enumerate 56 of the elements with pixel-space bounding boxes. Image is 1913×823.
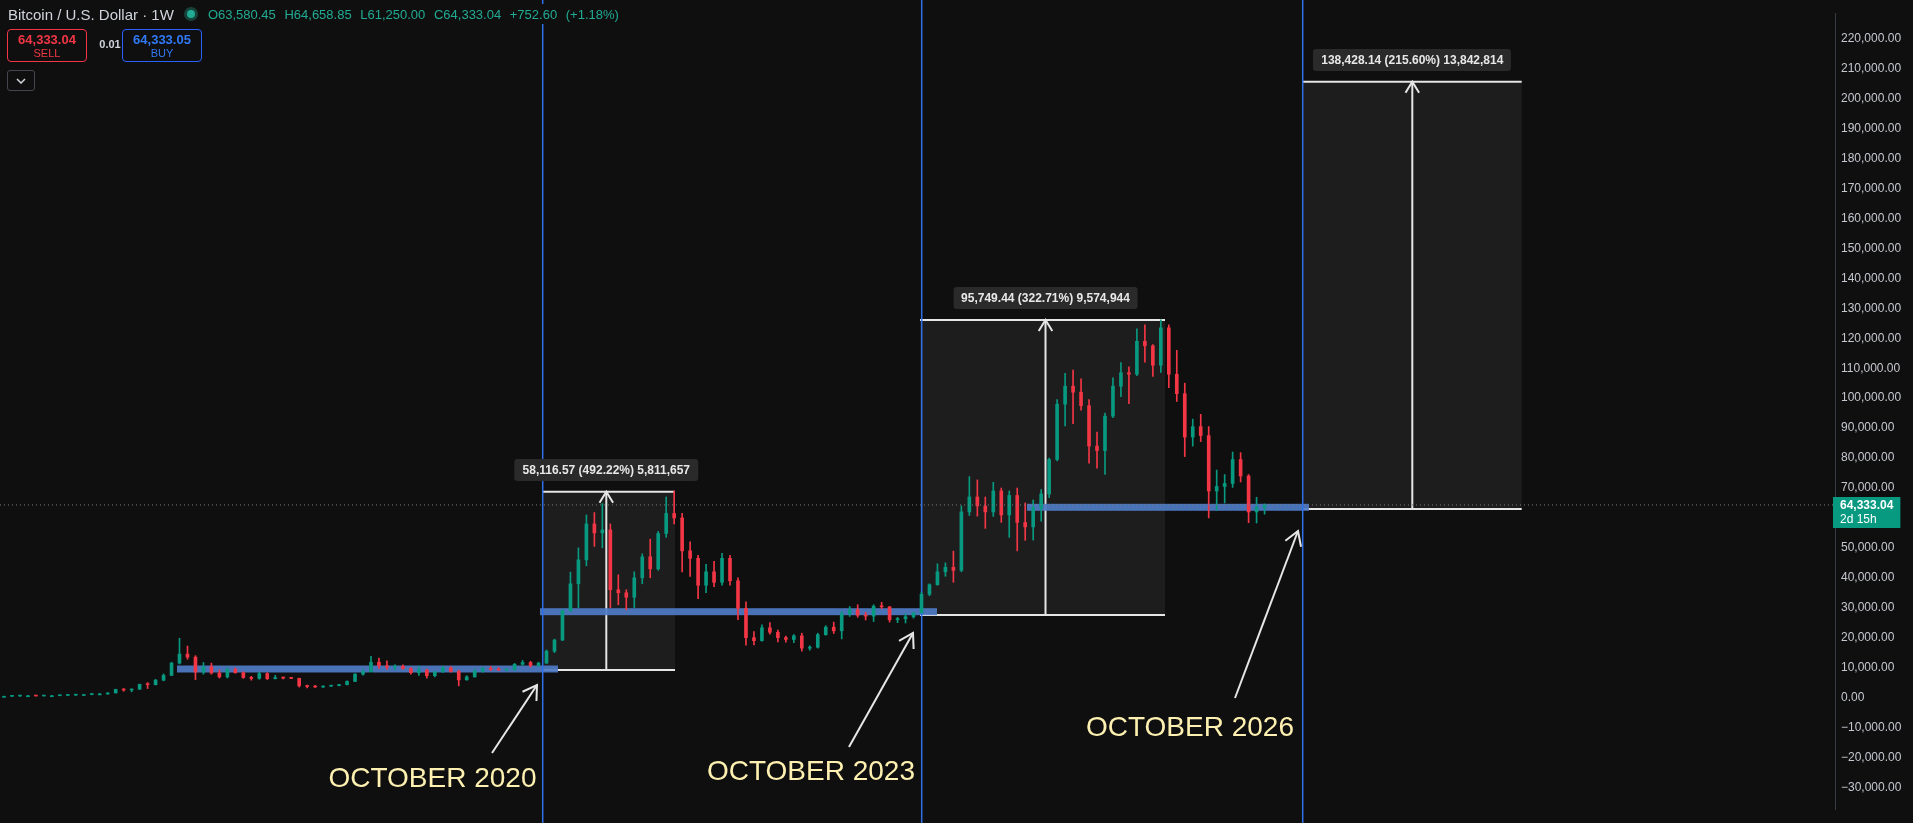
y-tick-label: 210,000.00 <box>1841 61 1902 76</box>
chart-title: Bitcoin / U.S. Dollar · 1W <box>8 5 174 23</box>
candlestick <box>672 490 676 525</box>
y-tick-label: 20,000.00 <box>1841 629 1895 644</box>
y-tick-label: 120,000.00 <box>1841 330 1902 345</box>
candlestick <box>1127 366 1131 404</box>
y-tick-label: 90,000.00 <box>1841 420 1895 435</box>
y-tick-label: 220,000.00 <box>1841 31 1902 46</box>
y-tick-label: −10,000.00 <box>1841 719 1902 734</box>
candlestick <box>18 694 22 697</box>
annotation: 0.01 <box>99 38 121 50</box>
candlestick <box>688 541 692 577</box>
sell-button[interactable] <box>7 29 87 62</box>
annotation: 58,116.57 (492.22%) 5,811,657 <box>514 458 699 481</box>
y-tick-label: −30,000.00 <box>1841 779 1902 794</box>
chart-subtitle: O63,580.45 H64,658.85 L61,250.00 C64,333.04 +752.60 (+1.18%) <box>207 6 619 22</box>
y-tick-label: 110,000.00 <box>1841 360 1901 375</box>
y-tick-label: 0.00 <box>1841 689 1865 704</box>
annotation: OCTOBER 2026 <box>1085 711 1295 742</box>
y-tick-label: 180,000.00 <box>1841 151 1902 165</box>
annotation: SELL <box>33 46 61 60</box>
candlestick <box>616 574 621 606</box>
annotation: 64,333.04 <box>18 31 76 47</box>
annotation: 138,428.14 (215.60%) 13,842,814 <box>1313 48 1512 71</box>
buy-button[interactable] <box>122 29 202 62</box>
candlestick <box>385 660 389 670</box>
annotation: BUY <box>150 46 174 60</box>
candlestick <box>1023 502 1028 541</box>
candlestick <box>1214 469 1219 511</box>
candlestick <box>105 692 110 695</box>
y-tick-label: 160,000.00 <box>1841 210 1902 225</box>
y-tick-label: 30,000.00 <box>1841 600 1895 615</box>
y-tick-label: 100,000.00 <box>1841 390 1902 405</box>
dropdown-button[interactable] <box>7 70 35 91</box>
y-tick-label: 40,000.00 <box>1841 570 1895 585</box>
y-tick-label: −20,000.00 <box>1841 749 1902 764</box>
y-tick-label: 80,000.00 <box>1841 450 1895 465</box>
y-tick-label: 70,000.00 <box>1841 480 1895 495</box>
text: 2d 15h <box>1840 512 1877 527</box>
candlestick <box>1143 324 1147 363</box>
y-tick-label: 150,000.00 <box>1841 240 1902 255</box>
y-tick-label: 10,000.00 <box>1841 659 1895 674</box>
annotation: OCTOBER 2023 <box>706 755 916 786</box>
ref-line-label: 64,333.04 <box>1840 498 1894 513</box>
candlestick <box>1071 369 1075 424</box>
y-tick-label: 130,000.00 <box>1841 300 1902 315</box>
y-tick-label: 50,000.00 <box>1841 540 1895 555</box>
y-tick-label: 140,000.00 <box>1841 270 1902 285</box>
candlestick <box>1095 431 1099 469</box>
y-tick-label: 190,000.00 <box>1841 121 1902 136</box>
annotation: 95,749.44 (322.71%) 9,574,944 <box>953 287 1138 309</box>
annotation: 64,333.05 <box>133 31 191 47</box>
y-tick-label: 200,000.00 <box>1841 91 1902 106</box>
y-tick-label: 170,000.00 <box>1841 180 1902 195</box>
annotation: OCTOBER 2020 <box>328 762 537 793</box>
candlestick <box>983 496 988 529</box>
